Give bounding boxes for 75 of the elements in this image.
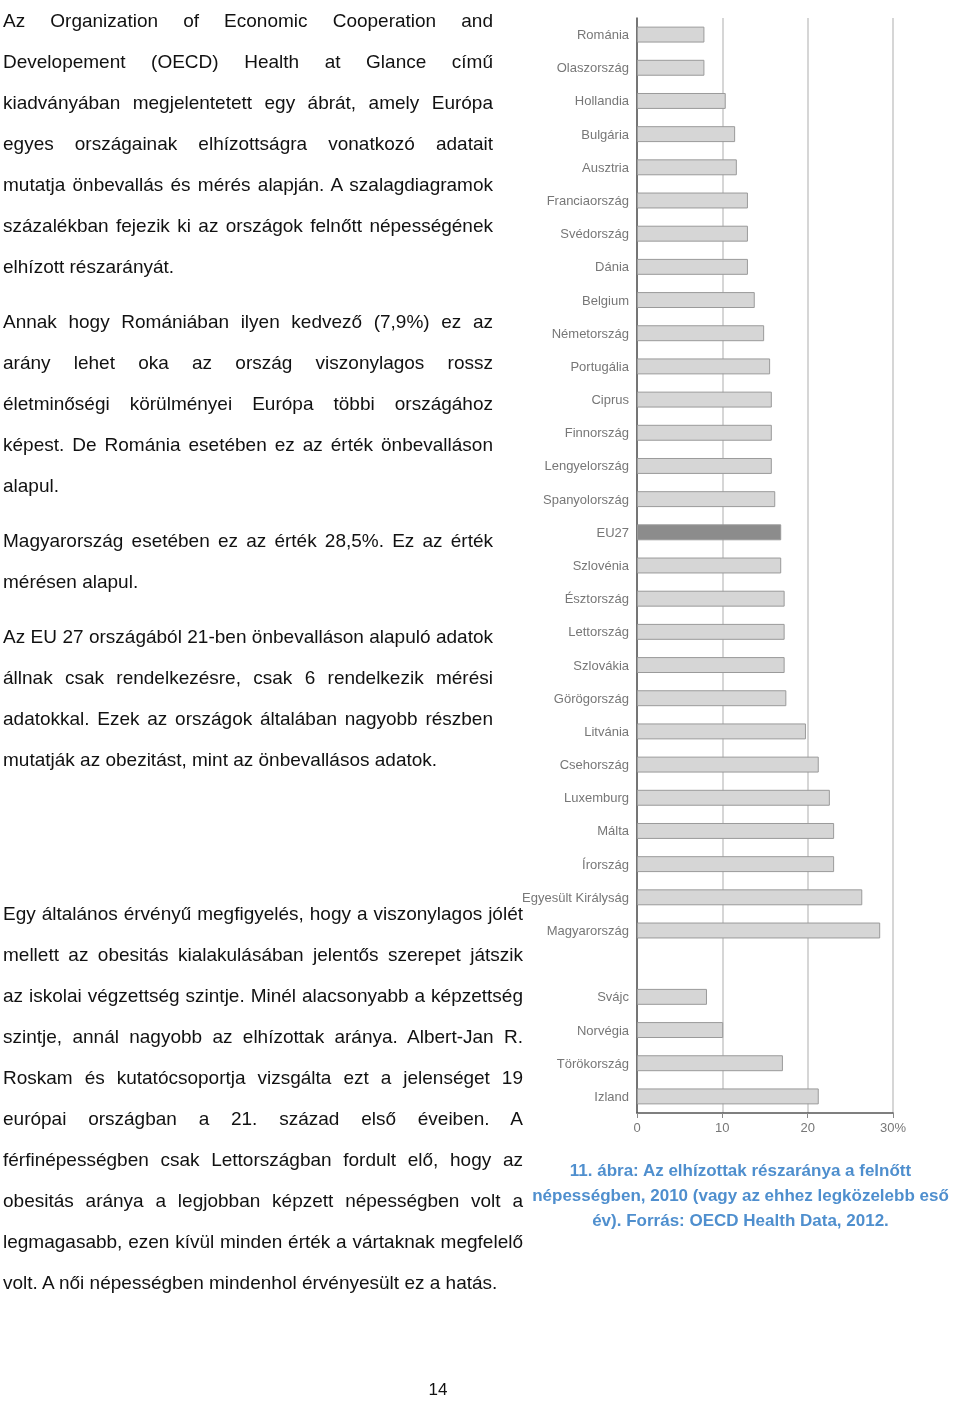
bar bbox=[637, 623, 785, 640]
y-tick-label: Észtország bbox=[564, 591, 629, 607]
y-tick-label: Belgium bbox=[582, 292, 629, 308]
bar bbox=[637, 391, 772, 408]
y-tick-label: Törökország bbox=[556, 1055, 629, 1071]
bar bbox=[637, 457, 772, 474]
bar bbox=[637, 424, 772, 441]
bar bbox=[637, 491, 776, 508]
y-tick-label: Portugália bbox=[570, 358, 630, 374]
y-tick-label: Luxemburg bbox=[563, 790, 629, 806]
y-tick-label: Románia bbox=[576, 27, 630, 43]
bar bbox=[637, 1088, 819, 1105]
bar bbox=[637, 557, 782, 574]
bar bbox=[637, 26, 705, 43]
y-tick-label: Egyesült Királyság bbox=[522, 889, 629, 905]
bar bbox=[637, 126, 736, 143]
bar bbox=[637, 258, 748, 275]
text: Az EU 27 országából 21-ben önbevalláson alapuló adatok állnak csak rendelkezésre, csak 6 rendelkezik mérési adatokkal. Ezek az országok általában nagyobb részben mutatják az obezitást, mint az önbevallásos adatok. bbox=[3, 625, 493, 772]
y-tick-label: Litvánia bbox=[584, 723, 630, 739]
bar bbox=[637, 325, 765, 342]
y-tick-label: Ciprus bbox=[591, 392, 630, 408]
bar bbox=[637, 889, 863, 906]
y-tick-label: Izland bbox=[594, 1088, 629, 1104]
y-tick-label: Lettország bbox=[568, 624, 629, 640]
bar bbox=[637, 92, 726, 109]
y-tick-label: Norvégia bbox=[576, 1022, 630, 1038]
bar bbox=[637, 988, 707, 1005]
y-tick-label: Svédország bbox=[560, 226, 629, 242]
bar bbox=[637, 789, 830, 806]
bar bbox=[637, 358, 771, 375]
bar bbox=[637, 756, 819, 773]
y-tick-label: Csehország bbox=[559, 757, 629, 773]
text: Magyarország esetében ez az érték 28,5%. Ez az érték mérésen alapul. bbox=[3, 529, 493, 594]
y-tick-label: Szlovénia bbox=[572, 558, 630, 573]
bar bbox=[637, 524, 782, 541]
text: Egy általános érvényű megfigyelés, hogy a viszonylagos jólét mellett az obesitás kialakulásában jelentős szerepet játszik az iskolai végzettség szintje. Minél alacsonyabb a képzettség szintje, annál nagyobb az elhízottak aránya. Albert-Jan R. Roskam és kutatócsoportja vizsgálta ezt a jelenséget 19 európai országban a 21. század első éveiben. A férfinépességben csak Lettországban fordult elő, hogy az obesitás aránya a legjobban képzett népességben volt a legmagasabb, ezen kívül minden érték a vártaknak megfelelő volt. A női népességben mindenhol érvényesült ez a hatás. bbox=[3, 903, 523, 1293]
x-tick-label: 20 bbox=[800, 1120, 815, 1135]
bar bbox=[637, 1055, 783, 1072]
bar bbox=[637, 590, 785, 607]
bar bbox=[637, 1022, 724, 1039]
y-tick-label: Olaszország bbox=[556, 60, 629, 76]
y-tick-label: Hollandia bbox=[574, 93, 630, 109]
x-tick-label: 0 bbox=[633, 1120, 641, 1135]
x-tick-label: 30% bbox=[879, 1120, 907, 1135]
bar bbox=[637, 192, 748, 209]
bar bbox=[637, 159, 737, 176]
text: 14 bbox=[427, 1380, 449, 1400]
bar bbox=[637, 922, 881, 939]
text: 11. ábra: Az elhízottak részaránya a felnőtt népességben, 2010 (vagy az ehhez legközelebb eső év). Forrás: OECD Health Data, 2012. bbox=[531, 1160, 950, 1232]
y-tick-label: Bulgária bbox=[581, 126, 630, 142]
y-tick-label: Németország bbox=[551, 325, 629, 341]
y-tick-label: Írország bbox=[582, 856, 629, 872]
y-tick-label: Málta bbox=[597, 823, 630, 839]
y-tick-label: Dánia bbox=[595, 259, 630, 275]
x-tick-label: 10 bbox=[715, 1120, 730, 1135]
y-tick-label: Görögország bbox=[553, 690, 629, 706]
bar bbox=[637, 292, 755, 309]
bar bbox=[637, 59, 705, 76]
text: Annak hogy Romániában ilyen kedvező (7,9%) ez az arány lehet oka az ország viszonylagos rossz életminőségi körülményei Európa többi országához képest. De Románia esetében ez az érték önbevalláson alapul. bbox=[3, 310, 493, 498]
y-tick-label: Magyarország bbox=[546, 923, 629, 938]
bar bbox=[637, 225, 748, 242]
y-tick-label: Spanyolország bbox=[543, 491, 629, 507]
bar bbox=[637, 723, 806, 740]
text: Az Organization of Economic Cooperation and Developement (OECD) Health at Glance című kiadványában megjelentetett egy ábrát, amely Európa egyes országainak elhízottságra vonatkozó adatait mutatja önbevallás és mérés alapján. A szalagdiagramok százalékban fejezik ki az országok felnőtt népességének elhízott részarányát. bbox=[3, 9, 493, 279]
y-tick-label: Franciaország bbox=[546, 193, 629, 208]
bar bbox=[637, 690, 787, 707]
y-tick-label: Ausztria bbox=[582, 159, 630, 175]
y-tick-label: Szlovákia bbox=[573, 657, 630, 673]
bar bbox=[637, 856, 835, 873]
y-tick-label: EU27 bbox=[596, 524, 629, 540]
bar bbox=[637, 657, 785, 674]
y-tick-label: Finnország bbox=[564, 425, 629, 441]
y-tick-label: Lengyelország bbox=[544, 458, 629, 474]
bar bbox=[637, 822, 835, 839]
y-tick-label: Svájc bbox=[597, 989, 630, 1005]
